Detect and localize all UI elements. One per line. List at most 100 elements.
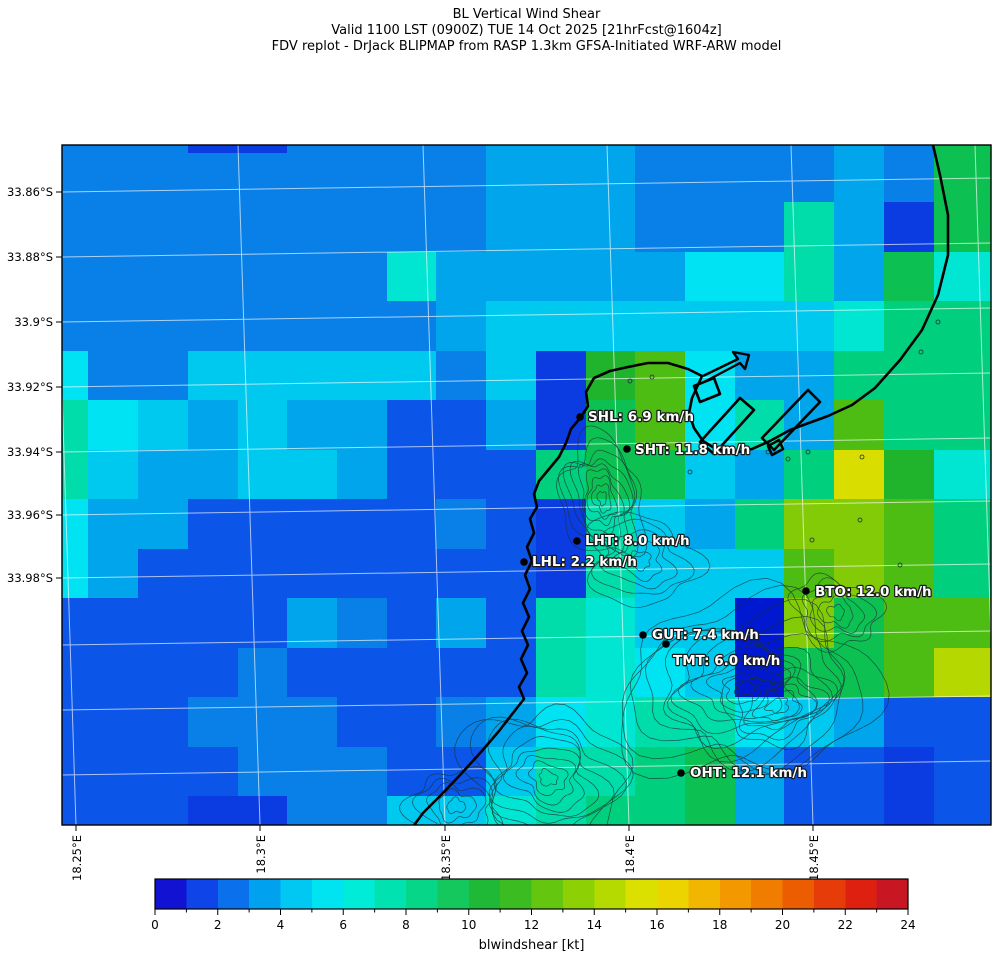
wind-shear-cell [238, 202, 287, 252]
wind-shear-cell [536, 747, 586, 796]
colorbar-segment [531, 879, 564, 909]
wind-shear-cell [387, 145, 436, 153]
wind-shear-cell [834, 145, 884, 153]
wind-shear-cell [238, 153, 287, 202]
contour-line [515, 755, 577, 806]
wind-shear-cell [287, 351, 337, 400]
wind-shear-cell [436, 796, 486, 825]
contour-line [600, 529, 678, 590]
wind-shear-cell [536, 301, 586, 351]
y-axis-tick-label: 33.9°S [14, 315, 53, 329]
contour-line [733, 679, 759, 696]
wind-shear-cell [188, 450, 238, 499]
contour-line [630, 598, 846, 776]
wind-shear-cell [884, 252, 934, 301]
contour-line [538, 768, 559, 787]
plot-title: BL Vertical Wind Shear Valid 1100 LST (0… [62, 7, 991, 55]
wind-shear-cell [436, 153, 486, 202]
wind-shear-cell [138, 450, 188, 499]
contour-line [690, 656, 791, 719]
colorbar-segment [311, 879, 344, 909]
colorbar-tick-label: 12 [524, 918, 539, 932]
wind-shear-cell [337, 697, 387, 747]
wind-shear-cell [983, 598, 991, 648]
y-axis-tick-label: 33.96°S [7, 508, 53, 522]
islet-speck [627, 378, 633, 384]
wind-shear-cell [635, 747, 685, 796]
harbor-pier [766, 438, 785, 457]
contour-line [751, 690, 803, 722]
wind-shear-cell [436, 499, 486, 549]
wind-shear-cell [88, 648, 138, 697]
colorbar-segment [217, 879, 250, 909]
wind-shear-cell [983, 697, 991, 747]
wind-shear-cell [88, 351, 138, 400]
wind-shear-cell [138, 153, 188, 202]
wind-shear-cell [735, 145, 784, 153]
wind-shear-cell [188, 697, 238, 747]
wind-shear-cell [784, 499, 834, 549]
station-marker-shl [576, 413, 584, 421]
wind-shear-cell [387, 351, 436, 400]
colorbar-label: blwindshear [kt] [479, 938, 585, 953]
latitude-gridline [62, 760, 991, 776]
wind-shear-cell [735, 796, 784, 825]
longitude-gridline [62, 376, 77, 825]
wind-shear-cell [188, 400, 238, 450]
wind-shear-cell [337, 145, 387, 153]
x-axis-tick-label: 18.4°E [623, 835, 637, 874]
wind-shear-cell [88, 747, 138, 796]
wind-shear-cell [934, 549, 983, 598]
wind-shear-cell [685, 796, 735, 825]
wind-shear-cell [188, 549, 238, 598]
plot-title-line3: FDV replot - DrJack BLIPMAP from RASP 1.… [271, 39, 782, 54]
wind-shear-cell [934, 450, 983, 499]
wind-shear-cell [436, 301, 486, 351]
wind-shear-cell [188, 598, 238, 648]
wind-shear-cell [784, 796, 834, 825]
wind-shear-cell [735, 202, 784, 252]
wind-shear-cell [287, 202, 337, 252]
wind-shear-cell [934, 301, 983, 351]
wind-shear-cell [884, 697, 934, 747]
map-layer: SHL: 6.9 km/h SHT: 11.8 km/h LHT: 8.0 km/h… [62, 145, 991, 825]
contour-line [583, 468, 625, 526]
wind-shear-cell [735, 153, 784, 202]
wind-shear-cell [834, 400, 884, 450]
contour-line [706, 667, 784, 713]
wind-shear-cell [586, 400, 635, 450]
wind-shear-cell [536, 400, 586, 450]
wind-shear-cell [436, 450, 486, 499]
colorbar-tick-label: 22 [838, 918, 853, 932]
colorbar-tick-label: 14 [587, 918, 602, 932]
wind-shear-cell [934, 499, 983, 549]
wind-shear-cell [685, 499, 735, 549]
wind-shear-cell [138, 549, 188, 598]
wind-shear-cell [685, 549, 735, 598]
contour-line [493, 736, 600, 817]
wind-shear-cell [62, 301, 88, 351]
contour-line [826, 603, 845, 622]
wind-shear-cell [486, 153, 536, 202]
wind-shear-cell [934, 400, 983, 450]
wind-shear-cell [834, 252, 884, 301]
wind-shear-cell [884, 153, 934, 202]
wind-shear-cell [635, 450, 685, 499]
wind-shear-cell [536, 153, 586, 202]
wind-shear-cell [635, 796, 685, 825]
wind-shear-cell [486, 747, 536, 796]
contour-line [586, 475, 618, 520]
wind-shear-cell [784, 747, 834, 796]
wind-shear-cell [983, 450, 991, 499]
wind-shear-cell [436, 351, 486, 400]
colorbar-tick-label: 24 [900, 918, 915, 932]
colorbar-segment [594, 879, 627, 909]
wind-shear-cell [735, 351, 784, 400]
wind-shear-cell [387, 598, 436, 648]
wind-shear-cell [138, 145, 188, 153]
wind-shear-cell [62, 351, 88, 400]
wind-shear-cell [238, 301, 287, 351]
wind-shear-cell [436, 598, 486, 648]
contour-line [454, 703, 634, 825]
wind-shear-cell [138, 796, 188, 825]
